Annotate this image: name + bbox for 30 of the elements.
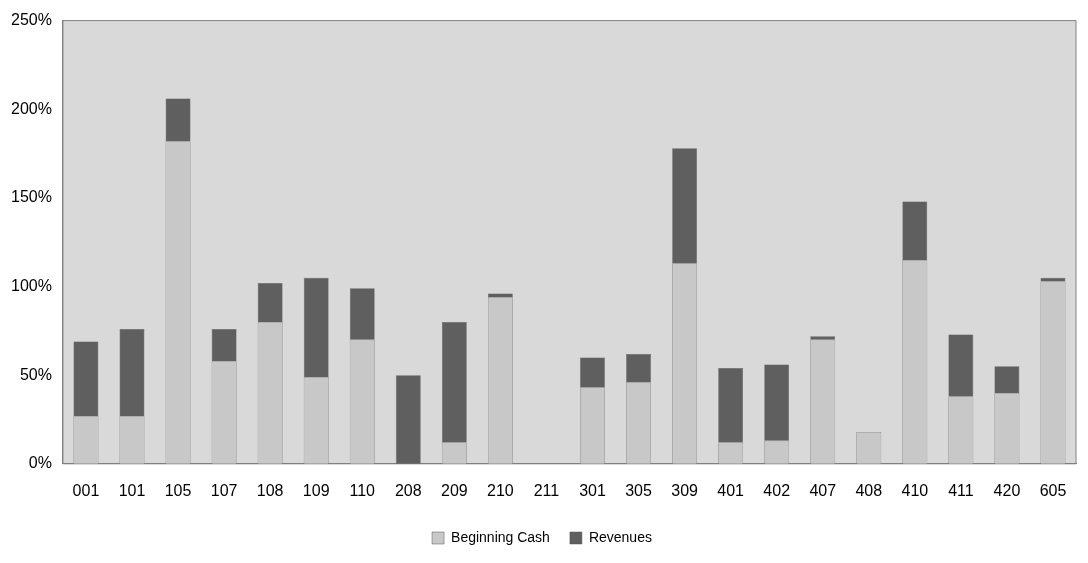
legend-label: Revenues xyxy=(588,528,652,545)
legend-label: Beginning Cash xyxy=(451,528,550,545)
x-tick-label: 109 xyxy=(302,481,330,499)
y-tick-label: 0% xyxy=(28,454,52,472)
x-tick-label: 401 xyxy=(717,481,745,499)
x-tick-label: 408 xyxy=(855,481,883,499)
x-tick-label: 420 xyxy=(993,481,1021,499)
x-tick-label: 107 xyxy=(210,481,238,499)
x-tick-label: 605 xyxy=(1039,481,1067,499)
y-tick-label: 150% xyxy=(11,188,52,206)
y-tick-label: 200% xyxy=(11,99,52,117)
x-tick-label: 410 xyxy=(901,481,929,499)
x-tick-label: 309 xyxy=(671,481,699,499)
y-tick-label: 100% xyxy=(11,276,52,294)
x-tick-label: 402 xyxy=(763,481,791,499)
x-tick-label: 407 xyxy=(809,481,837,499)
x-tick-label: 411 xyxy=(948,481,974,499)
x-tick-label: 110 xyxy=(349,481,376,499)
x-tick-label: 105 xyxy=(164,481,192,499)
x-tick-label: 210 xyxy=(487,481,514,499)
x-tick-label: 208 xyxy=(394,481,422,499)
y-tick-label: 250% xyxy=(11,11,52,29)
x-tick-label: 001 xyxy=(72,481,100,499)
x-tick-label: 209 xyxy=(440,481,468,499)
y-tick-label: 50% xyxy=(19,365,52,383)
x-tick-label: 301 xyxy=(579,481,606,499)
x-tick-label: 305 xyxy=(625,481,652,499)
x-tick-label: 108 xyxy=(256,481,284,499)
x-tick-label: 101 xyxy=(118,481,146,499)
x-tick-label: 211 xyxy=(533,481,560,499)
